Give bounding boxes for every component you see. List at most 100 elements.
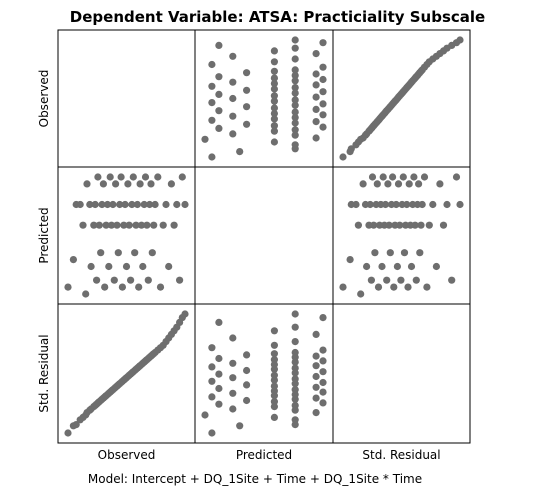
data-point — [270, 327, 278, 335]
data-point — [150, 221, 158, 229]
data-point — [291, 108, 299, 116]
data-point — [208, 377, 216, 385]
panel-residual-vs-observed — [64, 310, 189, 437]
data-point — [291, 126, 299, 134]
data-point — [229, 112, 237, 120]
data-point — [97, 249, 105, 257]
data-point — [359, 180, 367, 188]
data-point — [243, 381, 251, 389]
data-point — [76, 200, 84, 209]
data-point — [432, 262, 440, 271]
data-point — [291, 101, 299, 109]
data-point — [404, 283, 412, 291]
data-point — [208, 99, 216, 107]
data-point — [106, 173, 114, 181]
data-point — [393, 262, 401, 271]
data-point — [270, 413, 278, 421]
data-point — [270, 74, 278, 82]
data-point — [319, 378, 327, 387]
data-point — [243, 69, 251, 77]
data-point — [418, 200, 426, 209]
data-point — [319, 123, 327, 131]
data-point — [124, 180, 132, 188]
data-point — [270, 92, 278, 100]
data-point — [229, 334, 237, 342]
data-point — [366, 200, 374, 209]
data-point — [178, 173, 186, 181]
data-point — [215, 107, 223, 115]
chart-footnote: Model: Intercept + DQ_1Site + Time + DQ_… — [87, 472, 423, 486]
data-point — [116, 200, 124, 209]
data-point — [383, 276, 391, 284]
data-point — [429, 200, 437, 209]
data-point — [319, 88, 327, 96]
data-point — [347, 145, 355, 153]
data-point — [133, 200, 141, 209]
data-point — [229, 130, 237, 138]
data-point — [131, 249, 139, 257]
data-point — [443, 200, 451, 209]
data-point — [417, 221, 425, 229]
data-point — [312, 352, 320, 360]
data-point — [105, 262, 113, 271]
data-point — [291, 338, 299, 346]
panel-predicted-vs-observed — [64, 173, 189, 298]
data-point — [270, 138, 278, 146]
data-point — [291, 348, 299, 357]
data-point — [122, 262, 131, 271]
data-point — [415, 180, 423, 188]
data-point — [208, 429, 216, 437]
panel-residual-vs-predicted — [201, 310, 327, 437]
data-point — [425, 221, 433, 229]
data-point — [208, 153, 216, 161]
data-point — [291, 323, 299, 331]
data-point — [114, 249, 122, 257]
data-point — [156, 283, 165, 291]
data-point — [291, 310, 299, 318]
row-label-observed: Observed — [37, 70, 51, 128]
data-point — [215, 318, 223, 326]
data-point — [436, 180, 444, 188]
data-point — [291, 55, 299, 63]
data-point — [162, 200, 170, 209]
data-point — [312, 118, 320, 126]
data-point — [291, 364, 299, 372]
data-point — [147, 180, 155, 188]
row-label-predicted: Predicted — [37, 207, 51, 263]
data-point — [270, 109, 278, 118]
data-point — [243, 396, 251, 405]
data-point — [243, 103, 251, 111]
data-point — [319, 39, 327, 47]
data-point — [229, 389, 237, 397]
data-point — [291, 141, 299, 149]
data-point — [390, 283, 398, 291]
data-point — [367, 276, 375, 284]
data-point — [270, 371, 278, 379]
data-point — [363, 262, 371, 271]
data-point — [357, 290, 365, 298]
data-point — [291, 386, 299, 394]
data-point — [456, 200, 464, 209]
data-point — [291, 84, 299, 92]
data-point — [215, 370, 223, 378]
data-point — [270, 356, 278, 364]
matrix-frame — [57, 29, 471, 444]
data-point — [368, 173, 377, 181]
data-point — [270, 85, 278, 93]
data-point — [291, 416, 299, 424]
data-point — [270, 341, 278, 349]
data-point — [99, 180, 107, 188]
data-point — [270, 47, 278, 55]
data-point — [117, 173, 125, 181]
data-point — [136, 180, 144, 188]
data-point — [312, 134, 320, 142]
data-point — [83, 180, 91, 188]
data-point — [201, 411, 209, 419]
data-point — [291, 44, 299, 52]
data-point — [72, 421, 80, 429]
data-point — [378, 262, 386, 271]
data-point — [319, 100, 327, 108]
data-point — [69, 256, 77, 264]
data-point — [399, 173, 407, 181]
data-point — [291, 375, 299, 383]
